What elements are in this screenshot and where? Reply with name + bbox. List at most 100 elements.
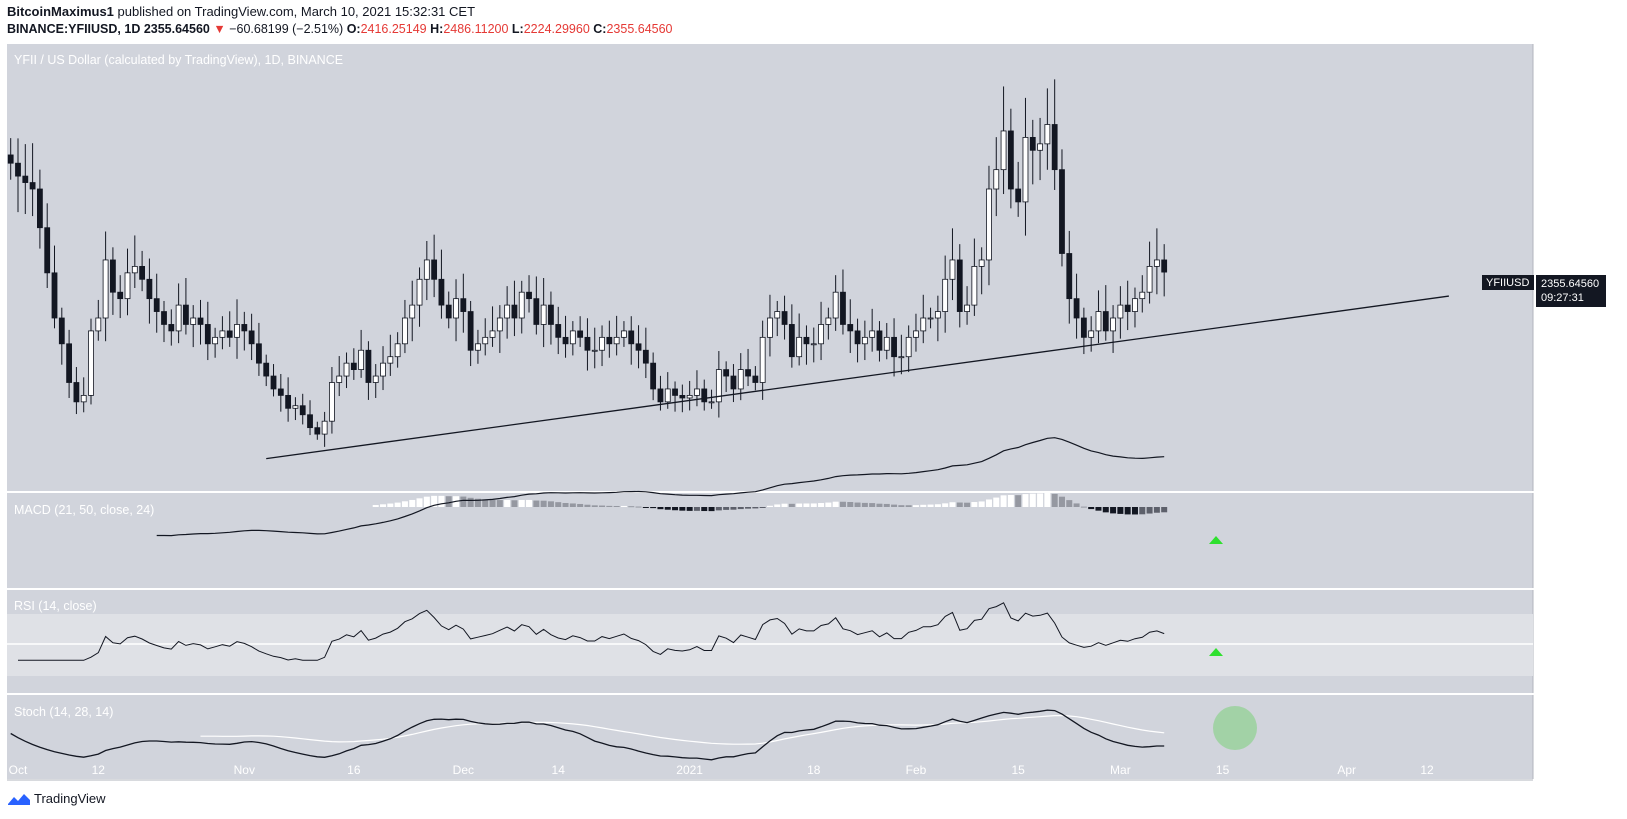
candle-body (416, 278, 423, 306)
candle-body (37, 188, 43, 229)
macd-bar (1102, 507, 1109, 513)
candle-body (1102, 311, 1109, 332)
macd-axis[interactable]: 0.00000 −1000.00000 (1543, 502, 1610, 562)
candle-body (883, 336, 890, 351)
macd-bar (715, 507, 722, 511)
macd-bar (1153, 507, 1160, 513)
price-tag: YFIIUSD 2355.64560 09:27:31 (1482, 275, 1606, 307)
candle-body (621, 330, 627, 338)
macd-bar (664, 507, 671, 510)
tradingview-logo-icon (8, 793, 30, 805)
candle-body (956, 259, 963, 312)
candle-body (577, 330, 584, 338)
time-axis-label: 18 (807, 763, 821, 777)
tradingview-brand[interactable]: TradingView (8, 791, 106, 806)
stoch-k-line[interactable] (10, 709, 1165, 761)
macd-bar (511, 500, 518, 507)
macd-bar (599, 505, 606, 507)
macd-bar (869, 503, 876, 507)
candle-body (496, 317, 503, 332)
candle-body (423, 259, 430, 280)
author-name[interactable]: BitcoinMaximus1 (7, 4, 114, 19)
macd-bar (876, 503, 883, 507)
close-value: 2355.64560 (606, 22, 673, 36)
candle-body (810, 343, 817, 346)
macd-bar (1131, 507, 1138, 515)
candle-body (402, 317, 408, 345)
stoch-pane[interactable] (7, 695, 1533, 779)
candle-body (635, 343, 642, 351)
rsi-axis-label: 40.00 (1543, 629, 1572, 641)
macd-bar (467, 497, 474, 507)
candle-body (818, 324, 824, 345)
candle-body (219, 330, 226, 338)
macd-bar (540, 500, 547, 507)
time-axis-label: 15 (1011, 763, 1025, 777)
time-axis-label: Oct (9, 763, 28, 777)
macd-bar (650, 507, 657, 509)
macd-bar (1058, 496, 1065, 507)
time-axis-label: Nov (234, 763, 255, 777)
price-axis[interactable]: 4000.00000 3750.00000 3500.00000 3250.00000… (1543, 55, 1604, 454)
macd-bar (898, 505, 905, 507)
macd-bar (409, 499, 416, 507)
candle-body (51, 272, 58, 319)
candle-body (88, 330, 94, 396)
stoch-axis-label: 50.00 (1543, 715, 1572, 727)
rsi-line[interactable] (18, 602, 1165, 661)
macd-bar (934, 504, 941, 507)
ascending-trendline[interactable] (266, 295, 1449, 460)
candle-body (628, 330, 635, 345)
macd-bar (708, 507, 715, 512)
macd-bar (737, 507, 744, 510)
stoch-d-line[interactable] (200, 715, 1165, 745)
candle-body (387, 356, 394, 364)
macd-bar (620, 505, 627, 507)
macd-histogram[interactable] (372, 493, 1168, 515)
candle-body (861, 336, 868, 345)
candle-body (285, 394, 292, 409)
candle-body (1080, 317, 1087, 338)
macd-bar (839, 501, 846, 507)
candle-body (307, 414, 313, 429)
time-axis[interactable]: Oct 12 Nov 16 Dec 14 2021 18 Feb 15 Mar 15 Apr 12 (9, 763, 1434, 777)
price-axis-label: 3750.00000 (1543, 87, 1604, 99)
price-axis-label: 2750.00000 (1543, 216, 1604, 228)
macd-bar (1037, 493, 1044, 507)
candle-body (949, 259, 956, 280)
macd-bar (613, 505, 620, 507)
candle-body (672, 388, 678, 396)
macd-bar (1000, 495, 1007, 507)
price-axis-label: 3250.00000 (1543, 152, 1604, 164)
macd-bar (810, 503, 817, 507)
candle-body (139, 265, 146, 280)
macd-bar (372, 505, 379, 507)
candle-body (204, 324, 211, 345)
macd-bar (562, 503, 569, 507)
price-axis-label: 1500.00000 (1543, 378, 1604, 390)
candle-body (927, 317, 934, 320)
candle-body (263, 362, 270, 377)
candle-body (569, 330, 576, 345)
candle-body (891, 336, 897, 358)
candle-body (1095, 311, 1102, 332)
rsi-band (7, 614, 1533, 676)
candle-body (350, 362, 357, 370)
price-tag-symbol: YFIIUSD (1486, 277, 1529, 289)
stoch-axis[interactable]: 50.00 (1543, 715, 1572, 727)
candlestick-series[interactable] (7, 79, 1168, 447)
macd-bar (416, 498, 423, 507)
rsi-axis[interactable]: 80.00 60.00 40.00 20.00 (1543, 572, 1572, 670)
candle-body (832, 291, 839, 319)
candle-body (270, 375, 277, 390)
main-pane[interactable] (7, 44, 1533, 491)
candle-body (767, 317, 773, 338)
candle-body (1153, 259, 1160, 267)
macd-bar (577, 503, 584, 507)
candle-body (248, 330, 255, 345)
macd-bar (781, 503, 788, 507)
macd-pane[interactable] (7, 493, 1533, 588)
candle-body (642, 349, 649, 364)
macd-line[interactable] (156, 437, 1165, 537)
